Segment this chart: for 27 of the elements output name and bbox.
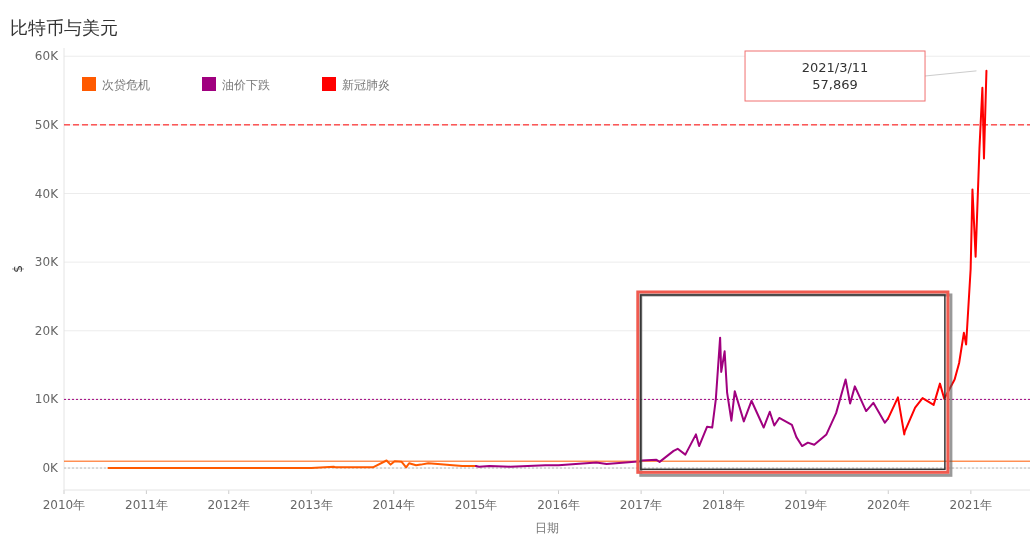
annotation: 2021/3/11 bbox=[801, 60, 869, 75]
ytick: 50K bbox=[34, 117, 58, 132]
legend-label: 油价下跌 bbox=[222, 78, 270, 92]
xtick: 2010年 bbox=[42, 498, 86, 512]
ylabel: $ bbox=[11, 265, 25, 273]
xtick: 2019年 bbox=[784, 498, 828, 512]
xtick: 2013年 bbox=[290, 498, 333, 512]
title: 比特币与美元 bbox=[10, 17, 118, 38]
ytick: 20K bbox=[34, 323, 58, 338]
xtick: 2012年 bbox=[207, 498, 251, 512]
xtick: 2014年 bbox=[372, 498, 415, 512]
ytick: 40K bbox=[34, 186, 58, 201]
xlabel: 日期 bbox=[535, 521, 559, 535]
ytick: 0K bbox=[42, 461, 58, 476]
xtick: 2017年 bbox=[619, 498, 663, 512]
xtick: 2015年 bbox=[454, 498, 498, 512]
annotation: 57,869 bbox=[812, 77, 858, 92]
legend-label: 次贷危机 bbox=[102, 78, 150, 92]
legend-label: 新冠肺炎 bbox=[342, 78, 390, 92]
xtick: 2021年 bbox=[949, 498, 993, 512]
xtick: 2020年 bbox=[867, 498, 910, 512]
xtick: 2011年 bbox=[125, 498, 168, 512]
xtick: 2018年 bbox=[702, 498, 745, 512]
ytick: 60K bbox=[34, 49, 58, 64]
ytick: 30K bbox=[34, 255, 58, 270]
ytick: 10K bbox=[34, 392, 58, 407]
xtick: 2016年 bbox=[537, 498, 580, 512]
